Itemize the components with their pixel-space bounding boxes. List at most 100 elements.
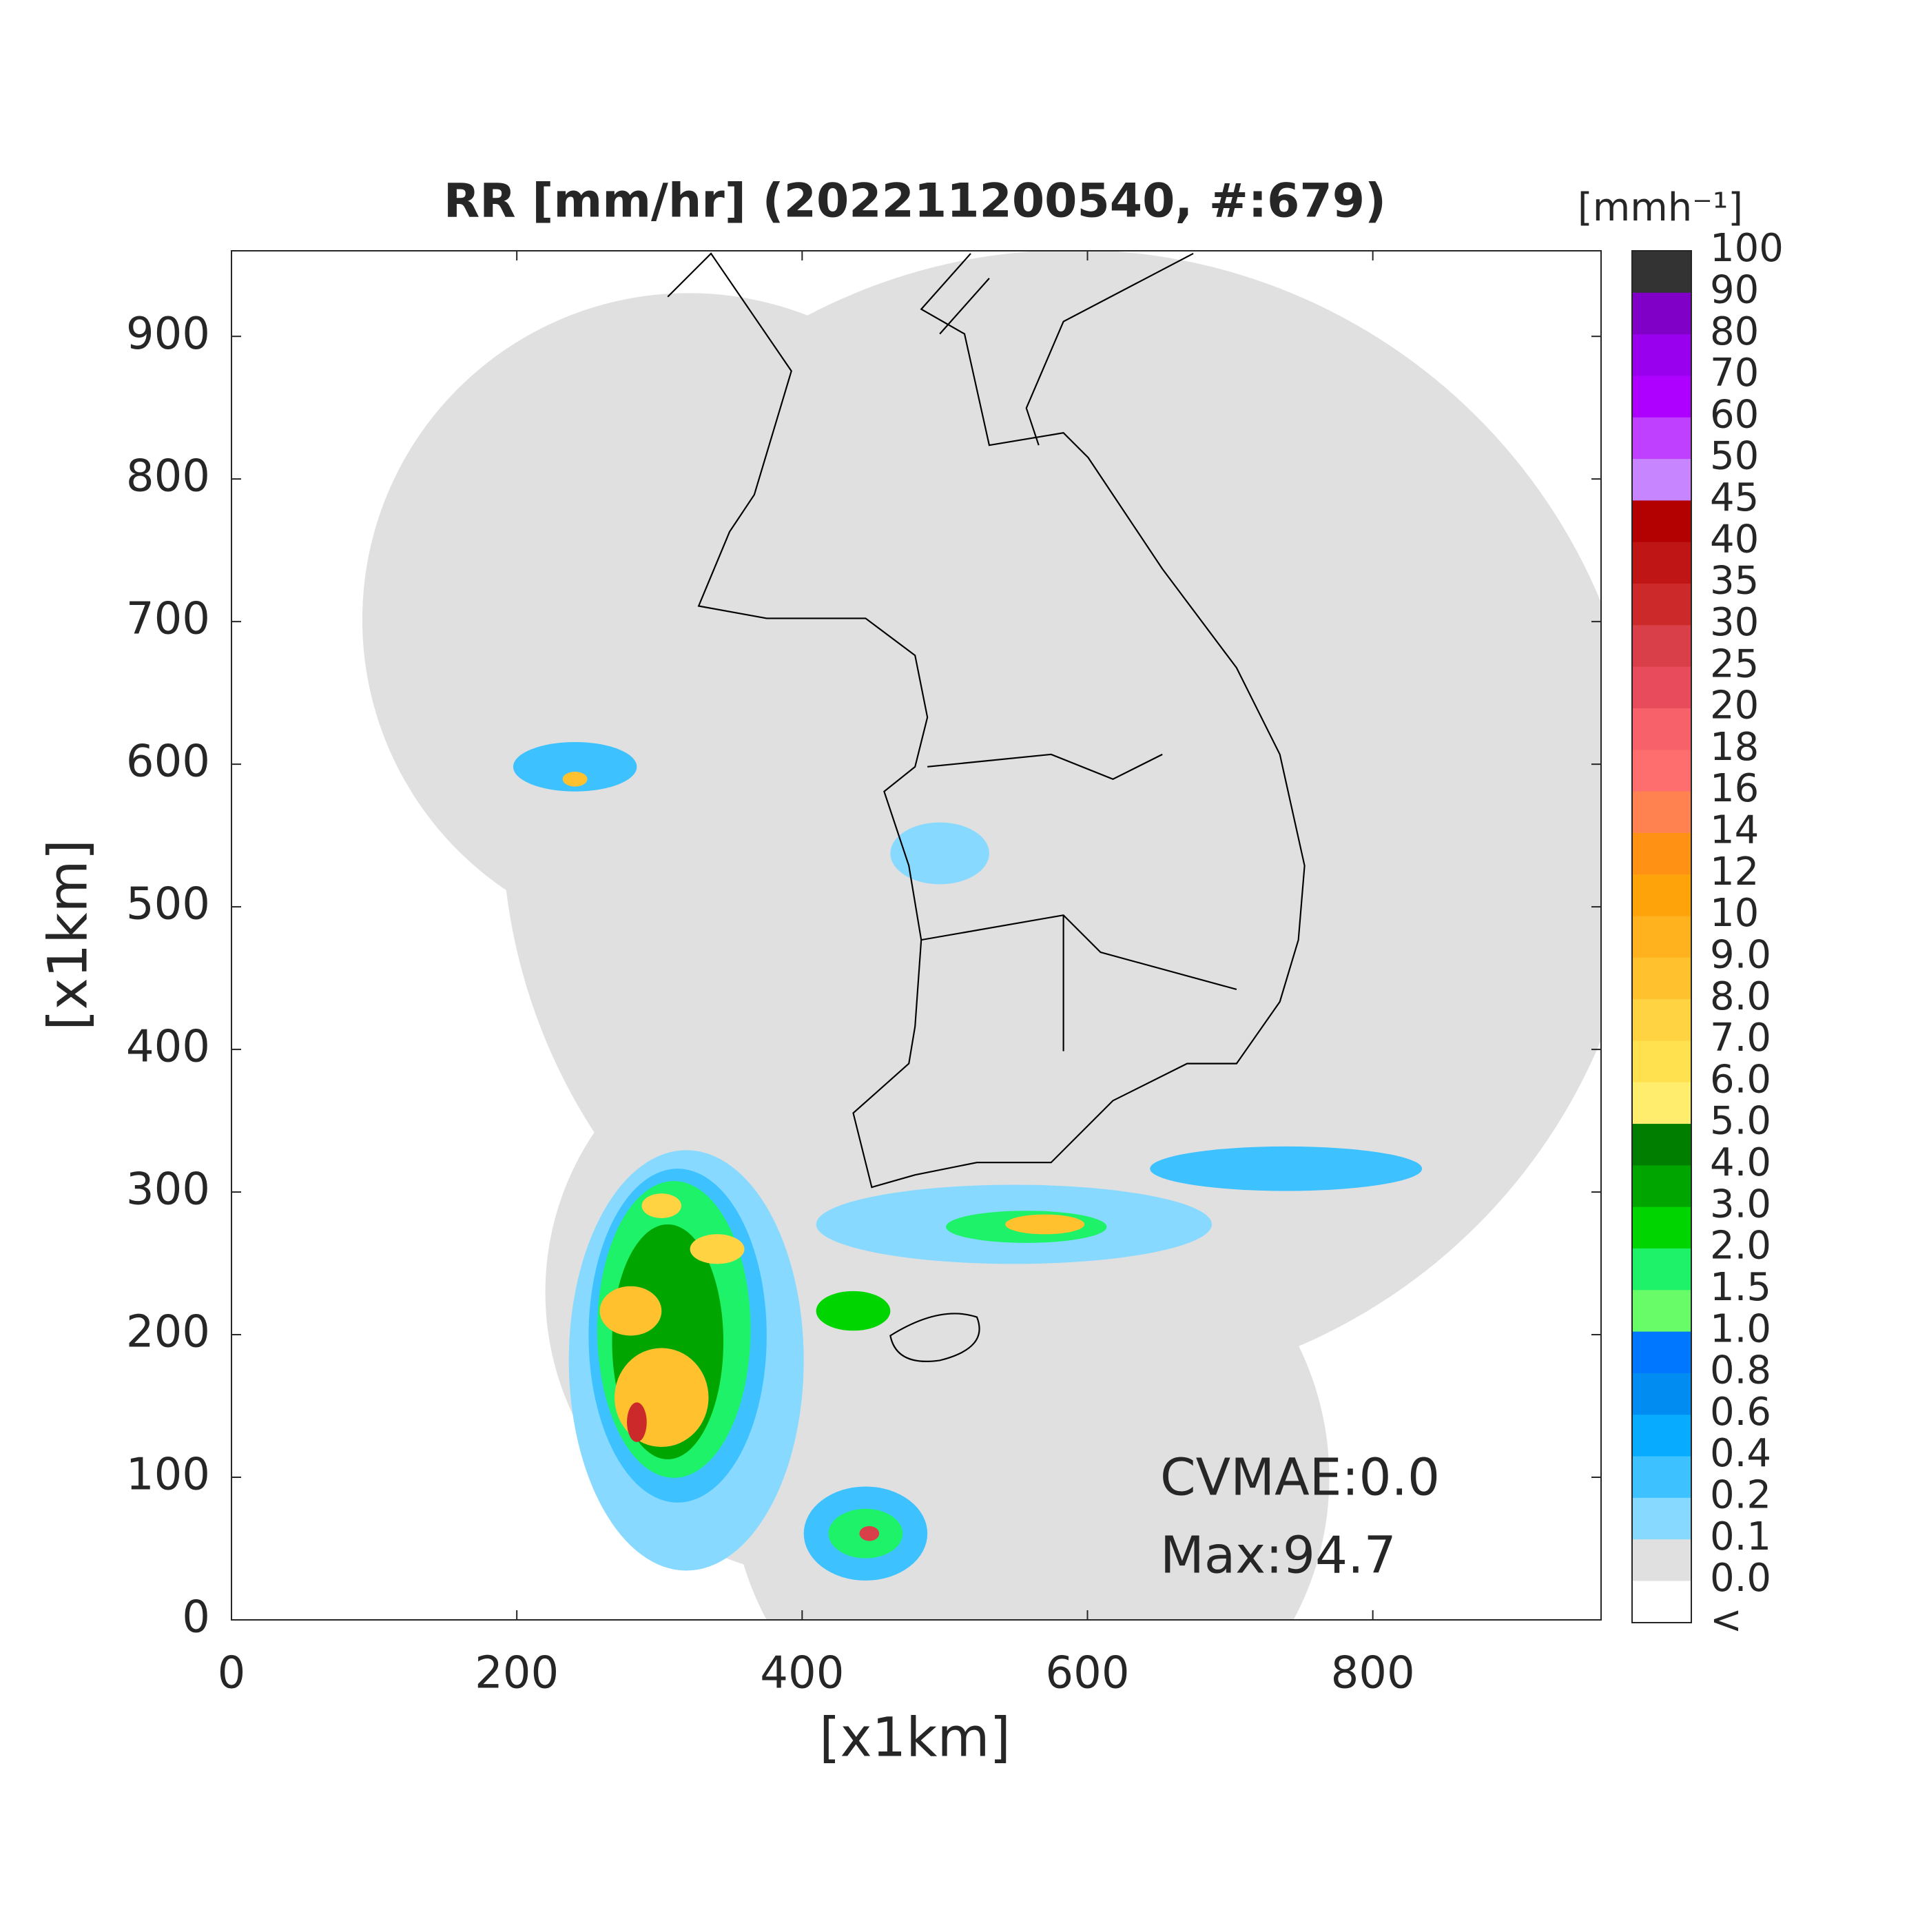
colorbar-label: [mmh⁻¹] <box>1578 185 1743 230</box>
colorbar-band <box>1632 749 1691 792</box>
colorbar-band <box>1632 500 1691 542</box>
y-tick-label: 400 <box>126 1022 210 1073</box>
colorbar-tick-label: 90 <box>1710 267 1759 312</box>
colorbar-tick-label: 45 <box>1710 475 1759 520</box>
colorbar-band <box>1632 791 1691 833</box>
colorbar-tick-label: 1.0 <box>1710 1306 1771 1351</box>
colorbar-band <box>1632 832 1691 875</box>
y-tick-label: 900 <box>126 309 210 360</box>
colorbar-tick-label: 30 <box>1710 600 1759 645</box>
colorbar-band <box>1632 1082 1691 1124</box>
colorbar-under-label: < <box>1710 1598 1742 1643</box>
coverage-circle <box>502 251 1601 1393</box>
colorbar-band <box>1632 1248 1691 1291</box>
colorbar-band <box>1632 458 1691 501</box>
colorbar-tick-label: 0.2 <box>1710 1473 1771 1518</box>
province-border <box>921 753 1237 1051</box>
colorbar-under <box>1632 1581 1691 1623</box>
colorbar-tick-label: 0.6 <box>1710 1390 1771 1435</box>
colorbar-band <box>1632 417 1691 460</box>
chart-title: RR [mm/hr] (202211200540, #:679) <box>444 174 1386 229</box>
colorbar-tick-label: 12 <box>1710 850 1759 894</box>
colorbar-band <box>1632 957 1691 1000</box>
colorbar-tick-label: 70 <box>1710 351 1759 395</box>
colorbar-tick-label: 4.0 <box>1710 1140 1771 1185</box>
colorbar-band <box>1632 1539 1691 1581</box>
colorbar-tick-label: 9.0 <box>1710 932 1771 977</box>
colorbar-tick-label: 25 <box>1710 641 1759 686</box>
annotation: Max:94.7 <box>1160 1526 1396 1585</box>
colorbar-frame <box>1631 250 1692 1623</box>
radar-coverage <box>362 251 1601 1620</box>
x-axis-label: [x1km] <box>819 1707 1011 1769</box>
colorbar-band <box>1632 666 1691 708</box>
x-tick-label: 200 <box>475 1648 559 1699</box>
colorbar-tick-label: 0.1 <box>1710 1514 1771 1559</box>
colorbar-band <box>1632 1206 1691 1248</box>
colorbar-tick-label: 5.0 <box>1710 1099 1771 1144</box>
rain-area <box>513 741 637 792</box>
colorbar-band <box>1632 708 1691 750</box>
colorbar-tick-label: 60 <box>1710 392 1759 437</box>
colorbar-band <box>1632 292 1691 335</box>
rain-area <box>627 1402 647 1442</box>
colorbar-tick-label: 16 <box>1710 766 1759 811</box>
y-tick-label: 100 <box>126 1450 210 1501</box>
colorbar-tick-label: 0.0 <box>1710 1556 1771 1601</box>
colorbar-band <box>1632 375 1691 418</box>
colorbar-tick-label: 50 <box>1710 434 1759 479</box>
colorbar-band <box>1632 583 1691 626</box>
x-tick-label: 600 <box>1045 1648 1129 1699</box>
colorbar-band <box>1632 1373 1691 1415</box>
y-tick-label: 200 <box>126 1307 210 1358</box>
colorbar-tick-label: 14 <box>1710 808 1759 853</box>
y-tick-label: 800 <box>126 451 210 502</box>
colorbar-tick-label: 35 <box>1710 559 1759 604</box>
colorbar-tick-label: 0.8 <box>1710 1348 1771 1393</box>
colorbar-tick-label: 0.4 <box>1710 1431 1771 1476</box>
y-tick-label: 500 <box>126 879 210 930</box>
x-tick-label: 800 <box>1331 1648 1415 1699</box>
y-tick-label: 600 <box>126 737 210 788</box>
colorbar-band <box>1632 1040 1691 1082</box>
colorbar-tick-label: 6.0 <box>1710 1057 1771 1102</box>
colorbar-band <box>1632 333 1691 376</box>
rain-area <box>690 1234 745 1264</box>
colorbar-band <box>1632 1123 1691 1166</box>
rain-area <box>641 1193 681 1218</box>
colorbar-tick-label: 2.0 <box>1710 1224 1771 1268</box>
coastline <box>667 252 1306 1362</box>
island-path <box>889 1313 980 1362</box>
colorbar-tick-label: 18 <box>1710 725 1759 770</box>
colorbar-band <box>1632 916 1691 958</box>
y-tick-label: 0 <box>182 1592 210 1643</box>
colorbar-band <box>1632 998 1691 1041</box>
y-tick-label: 300 <box>126 1164 210 1215</box>
colorbar-band <box>1632 1456 1691 1498</box>
precipitation <box>513 741 1423 1581</box>
colorbar-tick-label: 1.5 <box>1710 1265 1771 1310</box>
y-axis-label: [x1km] <box>37 839 99 1031</box>
rain-area <box>816 1291 891 1331</box>
colorbar-band <box>1632 251 1691 293</box>
rain-area <box>1150 1146 1423 1191</box>
colorbar-band <box>1632 1497 1691 1540</box>
rain-area <box>562 772 588 787</box>
map-layer <box>362 251 1601 1620</box>
colorbar-band <box>1632 542 1691 584</box>
y-tick-label: 700 <box>126 594 210 645</box>
colorbar-band <box>1632 1164 1691 1207</box>
rain-area <box>890 822 989 885</box>
colorbar-tick-label: 3.0 <box>1710 1182 1771 1226</box>
coastline-path <box>667 252 1306 1189</box>
rain-area <box>1005 1214 1085 1235</box>
x-tick-label: 400 <box>760 1648 844 1699</box>
colorbar-tick-label: 8.0 <box>1710 974 1771 1019</box>
colorbar-band <box>1632 1414 1691 1457</box>
colorbar-band <box>1632 1289 1691 1332</box>
colorbar-band <box>1632 624 1691 667</box>
colorbar-tick-label: 7.0 <box>1710 1016 1771 1060</box>
colorbar-tick-label: 100 <box>1710 226 1784 271</box>
colorbar-tick-label: 80 <box>1710 309 1759 354</box>
